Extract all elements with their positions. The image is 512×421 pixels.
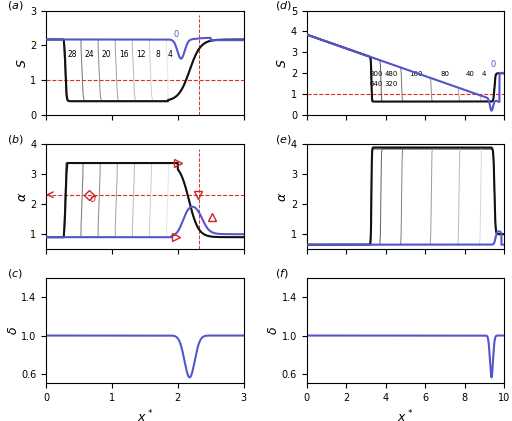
Text: 4: 4 xyxy=(482,72,486,77)
Text: 8: 8 xyxy=(156,50,160,59)
Y-axis label: $\alpha$: $\alpha$ xyxy=(16,192,29,202)
Text: $(a)$: $(a)$ xyxy=(7,0,23,12)
Text: 800: 800 xyxy=(369,72,382,77)
Text: 28: 28 xyxy=(68,50,77,59)
Text: $(b)$: $(b)$ xyxy=(7,133,24,146)
Text: 12: 12 xyxy=(136,50,145,59)
Text: 0: 0 xyxy=(173,30,178,39)
Text: $(e)$: $(e)$ xyxy=(275,133,292,146)
Text: 80: 80 xyxy=(440,72,450,77)
Y-axis label: $S$: $S$ xyxy=(16,58,29,68)
X-axis label: $x^*$: $x^*$ xyxy=(397,408,414,421)
Text: $(c)$: $(c)$ xyxy=(7,267,23,280)
Text: 24: 24 xyxy=(84,50,94,59)
Text: 40: 40 xyxy=(465,72,474,77)
Y-axis label: $\delta$: $\delta$ xyxy=(7,326,20,335)
Text: 320: 320 xyxy=(385,81,398,87)
Y-axis label: $S$: $S$ xyxy=(276,58,289,68)
Text: $(f)$: $(f)$ xyxy=(275,267,289,280)
Text: 4: 4 xyxy=(168,50,173,59)
Text: 20: 20 xyxy=(102,50,112,59)
Text: $\sigma$: $\sigma$ xyxy=(89,194,98,204)
Text: 16: 16 xyxy=(119,50,129,59)
Y-axis label: $\alpha$: $\alpha$ xyxy=(276,192,289,202)
Y-axis label: $\delta$: $\delta$ xyxy=(267,326,281,335)
Text: $(d)$: $(d)$ xyxy=(275,0,292,12)
Text: 480: 480 xyxy=(385,72,398,77)
Text: 640: 640 xyxy=(369,81,382,87)
Text: 160: 160 xyxy=(410,72,423,77)
X-axis label: $x^*$: $x^*$ xyxy=(137,408,153,421)
Text: 0: 0 xyxy=(491,61,496,69)
